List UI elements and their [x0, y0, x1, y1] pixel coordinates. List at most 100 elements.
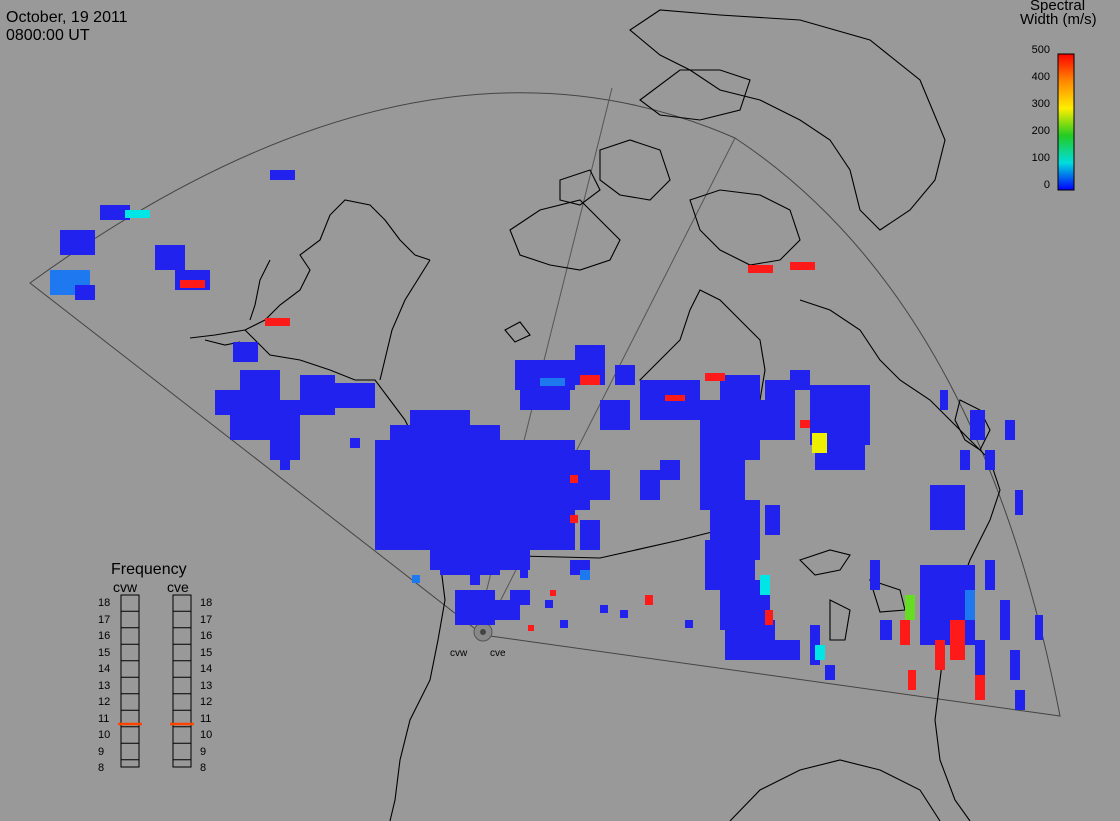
- echo-cell: [335, 383, 375, 408]
- echo-cell: [1015, 690, 1025, 710]
- colorbar-tick-400: 400: [1031, 71, 1050, 83]
- frequency-scale-r-11: 11: [200, 712, 212, 725]
- frequency-radar-cve: cve: [167, 579, 189, 595]
- echo-cell: [580, 375, 600, 385]
- echo-cell: [60, 230, 95, 255]
- echo-cell: [560, 620, 568, 628]
- echo-cell: [950, 620, 965, 660]
- echo-cell: [440, 560, 500, 575]
- echo-cell: [815, 645, 825, 660]
- echo-cell: [570, 475, 578, 483]
- echo-cell: [75, 285, 95, 300]
- echo-cell: [755, 400, 795, 440]
- frequency-scale-r-9: 9: [200, 745, 207, 758]
- echo-cell: [965, 590, 975, 620]
- echo-cell: [545, 600, 553, 608]
- echo-cell: [985, 450, 995, 470]
- frequency-title: Frequency: [111, 561, 187, 578]
- echo-cell: [660, 460, 680, 480]
- echo-cell: [975, 675, 985, 700]
- echo-cell: [455, 590, 495, 625]
- echo-cell: [645, 595, 653, 605]
- echo-cell: [975, 640, 985, 700]
- echo-cell: [765, 505, 780, 535]
- echo-cells: [50, 170, 1043, 710]
- time-label: 0800:00 UT: [6, 27, 90, 44]
- frequency-scale-l-12: 12: [98, 696, 111, 708]
- frequency-scale-r-16: 16: [200, 630, 213, 642]
- echo-cell: [550, 590, 556, 596]
- echo-cell: [265, 318, 290, 326]
- echo-cell: [970, 410, 985, 440]
- frequency-scale-l-10: 10: [98, 729, 111, 741]
- echo-cell: [825, 665, 835, 680]
- echo-cell: [270, 170, 295, 180]
- echo-cell: [300, 375, 335, 415]
- frequency-scale-l-13: 13: [98, 679, 111, 692]
- echo-cell: [880, 620, 892, 640]
- frequency-scale-l-15: 15: [98, 646, 111, 659]
- echo-cell: [705, 373, 725, 381]
- echo-cell: [985, 560, 995, 590]
- echo-cell: [100, 205, 130, 220]
- echo-cell: [580, 570, 590, 580]
- echo-cell: [908, 670, 916, 690]
- echo-cell: [240, 370, 280, 400]
- coastlines: [189, 9, 1001, 821]
- echo-cell: [905, 595, 915, 620]
- echo-cell: [540, 378, 565, 386]
- echo-cell: [620, 610, 628, 618]
- echo-cell: [580, 520, 600, 550]
- echo-cell: [1000, 600, 1010, 640]
- frequency-scale-r-13: 13: [200, 679, 213, 692]
- echo-cell: [510, 590, 530, 605]
- echo-cell: [720, 375, 760, 405]
- echo-cell: [930, 485, 965, 530]
- colorbar-tick-0: 0: [1043, 179, 1050, 191]
- frequency-scale-r-17: 17: [200, 613, 213, 626]
- echo-cell: [665, 395, 685, 401]
- echo-cell: [920, 565, 945, 645]
- frequency-scale-r-12: 12: [200, 696, 213, 708]
- echo-cell: [125, 210, 150, 218]
- frequency-scale-r-15: 15: [200, 646, 213, 659]
- echo-cell: [760, 640, 800, 660]
- frequency-scale-l-17: 17: [98, 613, 111, 626]
- echo-cell: [760, 575, 770, 595]
- echo-cell: [790, 370, 810, 390]
- frequency-scale-l-16: 16: [98, 630, 111, 642]
- echo-cell: [765, 610, 773, 625]
- colorbar-title-line1: Spectral: [1030, 0, 1086, 14]
- frequency-radar-cvw: cvw: [113, 579, 138, 595]
- echo-cell: [812, 433, 827, 453]
- frequency-scale-r-8: 8: [200, 762, 207, 774]
- colorbar-tick-500: 500: [1031, 44, 1050, 56]
- frequency-scale-r-14: 14: [200, 663, 213, 675]
- echo-cell: [870, 560, 880, 590]
- colorbar-title-line2: Width (m/s): [1020, 11, 1097, 28]
- echo-cell: [765, 380, 795, 400]
- echo-cell: [685, 620, 693, 628]
- echo-cell: [280, 455, 290, 470]
- frequency-scale-l-8: 8: [98, 762, 105, 774]
- colorbar-tick-300: 300: [1031, 98, 1050, 110]
- echo-cell: [748, 265, 773, 273]
- radar-label-cve: cve: [490, 648, 506, 659]
- echo-cell: [640, 470, 660, 500]
- echo-cell: [1035, 615, 1043, 640]
- frequency-scale-l-18: 18: [98, 597, 111, 609]
- echo-cell: [615, 365, 635, 385]
- frequency-scale-l-11: 11: [98, 712, 110, 725]
- frequency-scale-l-9: 9: [98, 745, 105, 758]
- echo-cell: [600, 605, 608, 613]
- echo-cell: [470, 575, 480, 585]
- echo-cell: [410, 410, 470, 430]
- echo-cell: [412, 575, 420, 583]
- echo-cell: [520, 385, 570, 410]
- echo-cell: [935, 640, 945, 670]
- colorbar-tick-100: 100: [1031, 152, 1050, 164]
- frequency-scale-r-10: 10: [200, 729, 213, 741]
- echo-cell: [600, 400, 630, 430]
